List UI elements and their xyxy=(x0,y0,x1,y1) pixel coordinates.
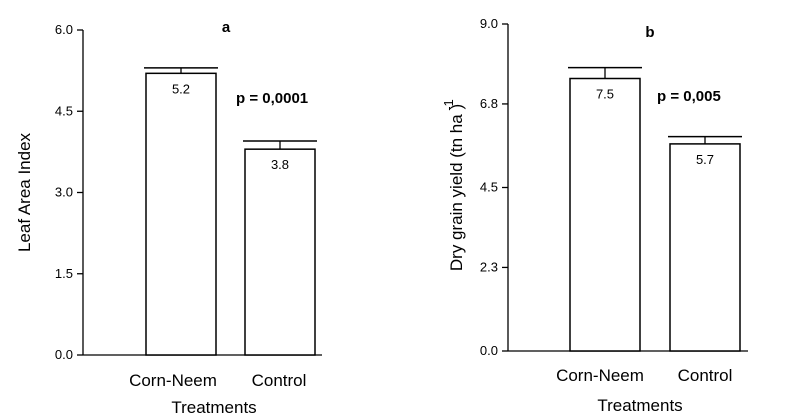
y-tick-label: 6.8 xyxy=(480,96,498,111)
bar-data-label: 5.7 xyxy=(696,152,714,167)
y-tick-label: 6.0 xyxy=(55,22,73,37)
bar-data-label: 7.5 xyxy=(596,87,614,102)
y-tick-label: 4.5 xyxy=(55,103,73,118)
panel-letter: b xyxy=(645,24,654,41)
panel-letter: a xyxy=(222,19,231,36)
y-axis-title-superscript: -1 xyxy=(441,99,456,111)
bar xyxy=(244,148,316,356)
bar xyxy=(669,143,741,352)
panel-b: 0.0 2.3 4.5 6.8 9.0 7.5 Corn-Neem 5.7 Control Tre… xyxy=(441,16,748,415)
bar-data-label: 5.2 xyxy=(172,81,190,96)
panel-a: 0.0 1.5 3.0 4.5 6.0 5.2 Corn-Neem 3.8 Control Tre… xyxy=(15,19,322,417)
x-category-label: Control xyxy=(252,371,307,390)
y-tick-label: 0.0 xyxy=(55,347,73,362)
y-tick-label: 1.5 xyxy=(55,266,73,281)
y-tick-label: 0.0 xyxy=(480,343,498,358)
y-axis-title: Dry grain yield (tn ha ) xyxy=(447,104,466,271)
bar xyxy=(569,77,641,352)
y-tick-label: 2.3 xyxy=(480,259,498,274)
x-category-label: Corn-Neem xyxy=(129,371,217,390)
y-tick-label: 9.0 xyxy=(480,16,498,31)
y-tick-label: 3.0 xyxy=(55,185,73,200)
p-value-annotation: p = 0,005 xyxy=(657,88,721,105)
y-axis-title: Leaf Area Index xyxy=(15,132,34,252)
y-tick-label: 4.5 xyxy=(480,180,498,195)
bar xyxy=(145,72,217,356)
bar-data-label: 3.8 xyxy=(271,157,289,172)
x-category-label: Control xyxy=(678,366,733,385)
x-axis-title: Treatments xyxy=(597,396,682,415)
x-category-label: Corn-Neem xyxy=(556,366,644,385)
p-value-annotation: p = 0,0001 xyxy=(236,90,308,107)
x-axis-title: Treatments xyxy=(171,398,256,417)
